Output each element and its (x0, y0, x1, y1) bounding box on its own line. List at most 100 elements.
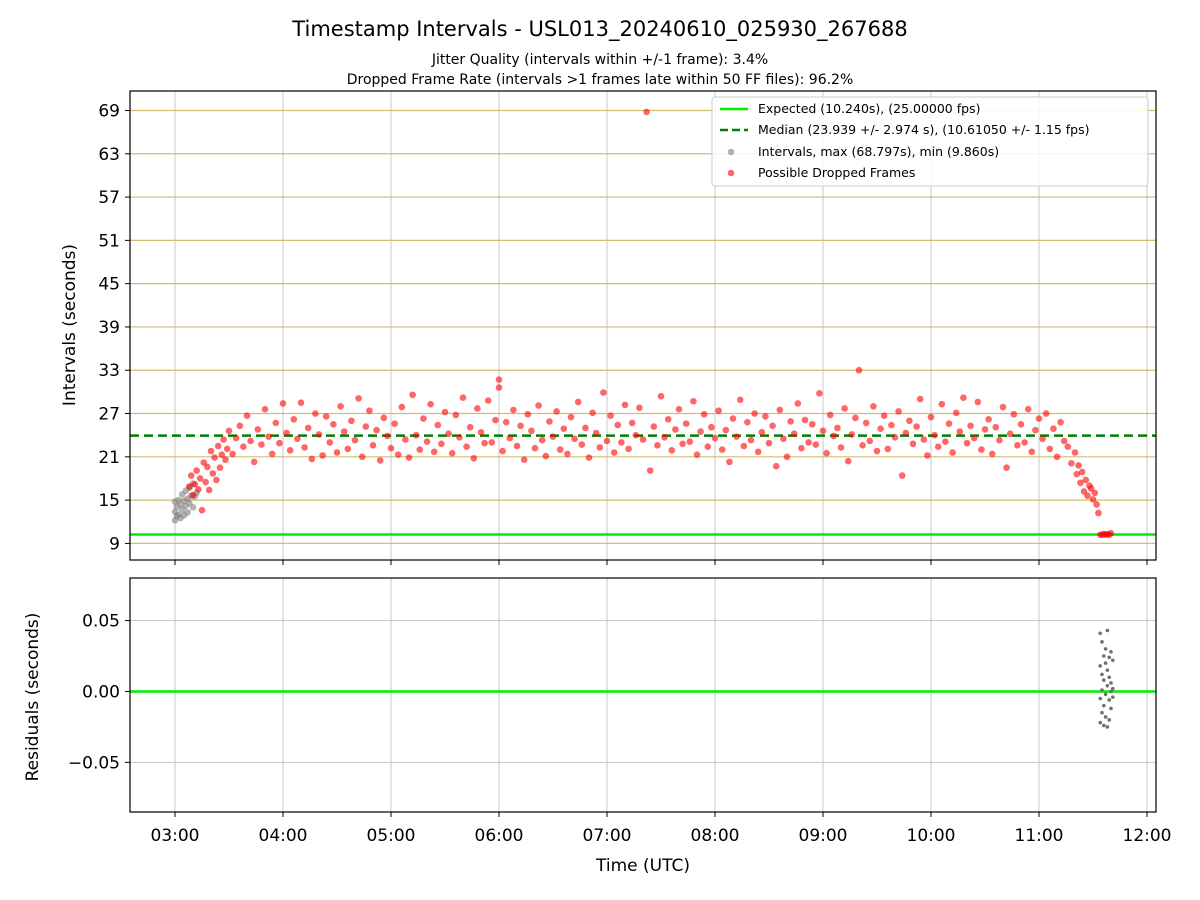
dropped-frame-point (700, 410, 708, 418)
intervals-y-tick-label: 27 (98, 405, 120, 425)
dropped-frame-point (326, 439, 334, 446)
dropped-frame-point (852, 414, 859, 422)
dropped-frame-point (474, 405, 481, 412)
dropped-frame-point (952, 409, 960, 417)
dropped-frame-point (866, 437, 874, 445)
residual-point (1098, 720, 1102, 725)
dropped-frame-point (207, 447, 215, 455)
dropped-frame-point (999, 403, 1007, 411)
dropped-frame-point (736, 396, 744, 404)
dropped-frame-point (247, 437, 254, 445)
dropped-frame-point (661, 434, 668, 441)
dropped-frame-point (632, 431, 640, 439)
dropped-frame-point (549, 433, 557, 440)
residual-point (1098, 696, 1102, 701)
residuals-y-axis-label: Residuals (seconds) (23, 613, 43, 782)
dropped-frame-point (243, 412, 251, 419)
dropped-frame-point (898, 472, 906, 479)
dropped-frame-point (250, 458, 258, 466)
residual-point (1107, 698, 1111, 702)
dropped-frame-point (236, 422, 244, 430)
x-tick-label: 06:00 (475, 826, 524, 846)
dropped-frame-point (956, 428, 964, 435)
dropped-frame-point (1082, 476, 1090, 484)
dropped-frame-point (708, 423, 715, 431)
dropped-frame-point (290, 416, 298, 423)
dropped-frame-point (492, 416, 499, 424)
dropped-frame-point (213, 476, 220, 484)
legend-median-label: Median (23.939 +/- 2.974 s), (10.61050 +… (758, 122, 1089, 137)
dropped-frame-point (225, 427, 233, 435)
dropped-frame-point (934, 443, 942, 451)
intervals-y-tick-label: 57 (98, 188, 120, 208)
dropped-frame-point (870, 403, 877, 410)
dropped-frame-point (556, 446, 564, 453)
dropped-frame-point (1017, 421, 1025, 428)
dropped-frame-point (304, 424, 312, 432)
intervals-reference-lines (130, 434, 1156, 536)
dropped-frame-point (751, 410, 758, 417)
dropped-frame-point (205, 486, 213, 494)
dropped-frame-point (621, 401, 629, 409)
dropped-frame-point (949, 449, 956, 456)
x-tick-label: 12:00 (1123, 826, 1172, 846)
x-tick-label: 09:00 (799, 826, 848, 846)
dropped-frame-point (412, 431, 420, 439)
dropped-frame-point (1073, 470, 1081, 478)
dropped-frame-point (391, 420, 398, 427)
dropped-frame-point (654, 441, 661, 449)
dropped-frame-point (189, 491, 197, 499)
dropped-frame-point (801, 416, 809, 424)
dropped-frame-point (859, 441, 866, 449)
residual-point (1103, 661, 1108, 665)
dropped-frame-point (877, 425, 884, 432)
dropped-frame-point (488, 439, 496, 446)
dropped-frame-point (459, 394, 467, 401)
dropped-frame-point (517, 422, 524, 430)
dropped-frame-point (682, 420, 690, 427)
chart-title: Timestamp Intervals - USL013_20240610_02… (291, 17, 907, 42)
dropped-frame-point (672, 426, 679, 433)
dropped-frame-point (873, 447, 881, 455)
dropped-frame-point (1095, 509, 1102, 517)
residual-point (1103, 692, 1108, 697)
dropped-frame-point (452, 411, 460, 419)
dropped-frame-point (816, 390, 823, 397)
dropped-frame-point (1039, 435, 1046, 443)
dropped-frame-point (841, 405, 848, 412)
dropped-frame-point (240, 443, 247, 451)
dropped-frame-point (927, 413, 935, 421)
dropped-frame-point (279, 400, 287, 407)
residuals-plot-area (130, 578, 1156, 812)
residual-point (1102, 678, 1106, 682)
dropped-frame-point (191, 480, 199, 488)
dropped-frame-point (729, 415, 737, 422)
dropped-frame-point (463, 443, 470, 451)
x-tick-label: 04:00 (259, 826, 308, 846)
dropped-frame-point (187, 472, 195, 479)
dropped-frame-point (214, 442, 222, 450)
residual-point (1100, 672, 1104, 677)
dropped-frame-point (308, 455, 316, 463)
dropped-frame-point (675, 405, 683, 413)
residual-point (1102, 654, 1106, 658)
residual-point (1100, 688, 1104, 692)
dropped-frame-point (722, 426, 730, 434)
dropped-frame-point (200, 459, 208, 466)
dropped-frame-point (754, 448, 762, 456)
dropped-frame-point (769, 422, 776, 430)
dropped-frame-point (1091, 489, 1099, 497)
dropped-frame-point (758, 428, 766, 436)
intervals-y-tick-label: 21 (98, 448, 120, 468)
dropped-frame-point (880, 412, 888, 419)
dropped-frame-point (837, 444, 845, 451)
dropped-frame-point (186, 483, 193, 490)
dropped-frame-point (1021, 439, 1028, 446)
x-tick-label: 03:00 (151, 826, 200, 846)
dropped-frame-point (330, 421, 337, 428)
dropped-frame-point (618, 439, 625, 446)
dropped-frame-point (776, 406, 784, 414)
intervals-panel: 9 15 21 27 33 39 45 51 57 63 69 Intervals (seconds… (60, 90, 1157, 565)
residual-point (1100, 640, 1104, 644)
